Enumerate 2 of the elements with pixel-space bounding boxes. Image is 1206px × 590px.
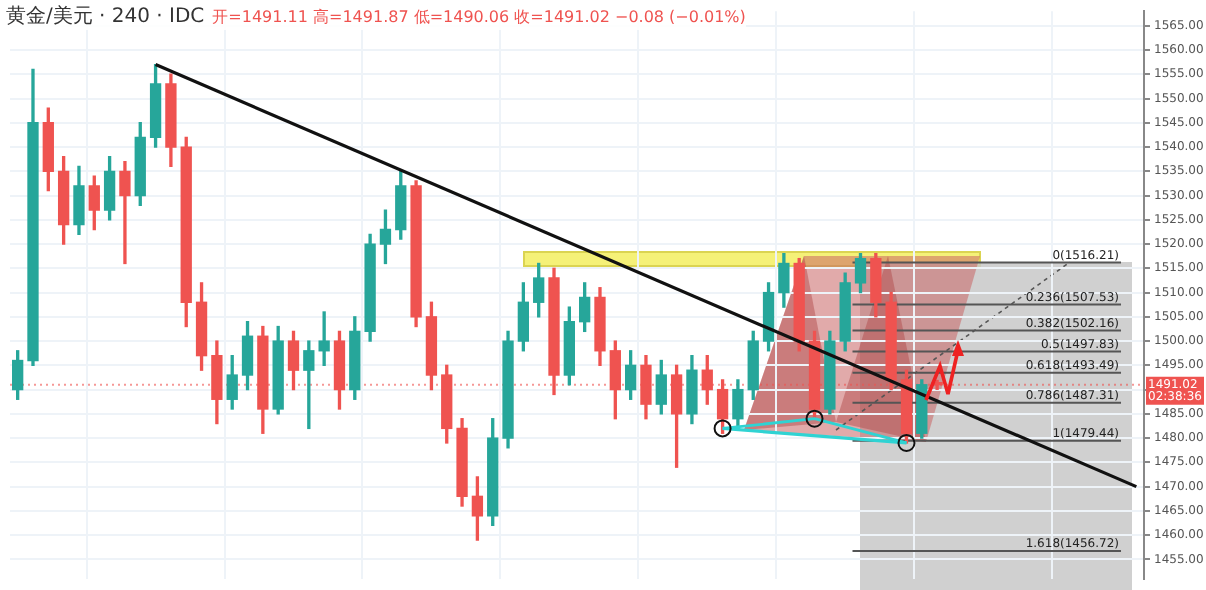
chart-subtitle: 开=1491.11 高=1491.87 低=1490.06 收=1491.02 −0.08 (−0.01%)	[212, 8, 746, 26]
chart-title: 黄金/美元 · 240 · IDC	[6, 6, 205, 28]
